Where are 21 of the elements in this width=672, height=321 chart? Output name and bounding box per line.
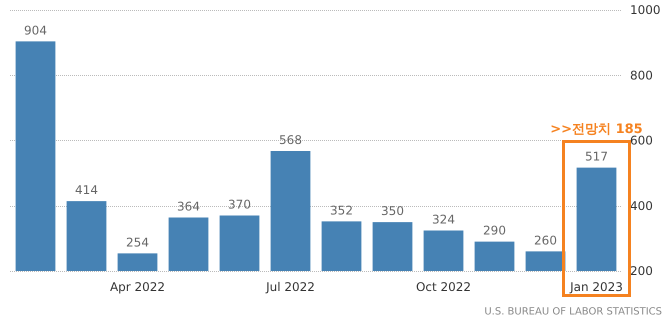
data-label: 260 — [534, 233, 557, 248]
data-label: 370 — [228, 198, 251, 212]
data-label: 414 — [75, 183, 98, 198]
data-label: 364 — [177, 199, 200, 214]
y-tick-label: 400 — [630, 198, 653, 213]
y-tick-label: 800 — [630, 68, 653, 82]
data-label: 350 — [381, 204, 404, 218]
x-tick-label: Jan 2023 — [569, 280, 623, 294]
data-label: 324 — [432, 212, 455, 227]
data-label: 290 — [483, 224, 506, 238]
y-tick-label: 200 — [630, 264, 653, 278]
data-label: 904 — [24, 23, 47, 38]
text: U.S. BUREAU OF LABOR STATISTICS — [484, 306, 662, 318]
data-label: 352 — [330, 203, 353, 218]
x-tick-label: Oct 2022 — [416, 280, 472, 294]
data-label: 254 — [126, 235, 149, 250]
x-tick-label: Jul 2022 — [265, 280, 315, 294]
data-label: 568 — [279, 132, 302, 147]
x-tick-label: Apr 2022 — [110, 280, 166, 294]
y-tick-label: 1000 — [630, 3, 661, 17]
data-label: 517 — [585, 150, 608, 164]
